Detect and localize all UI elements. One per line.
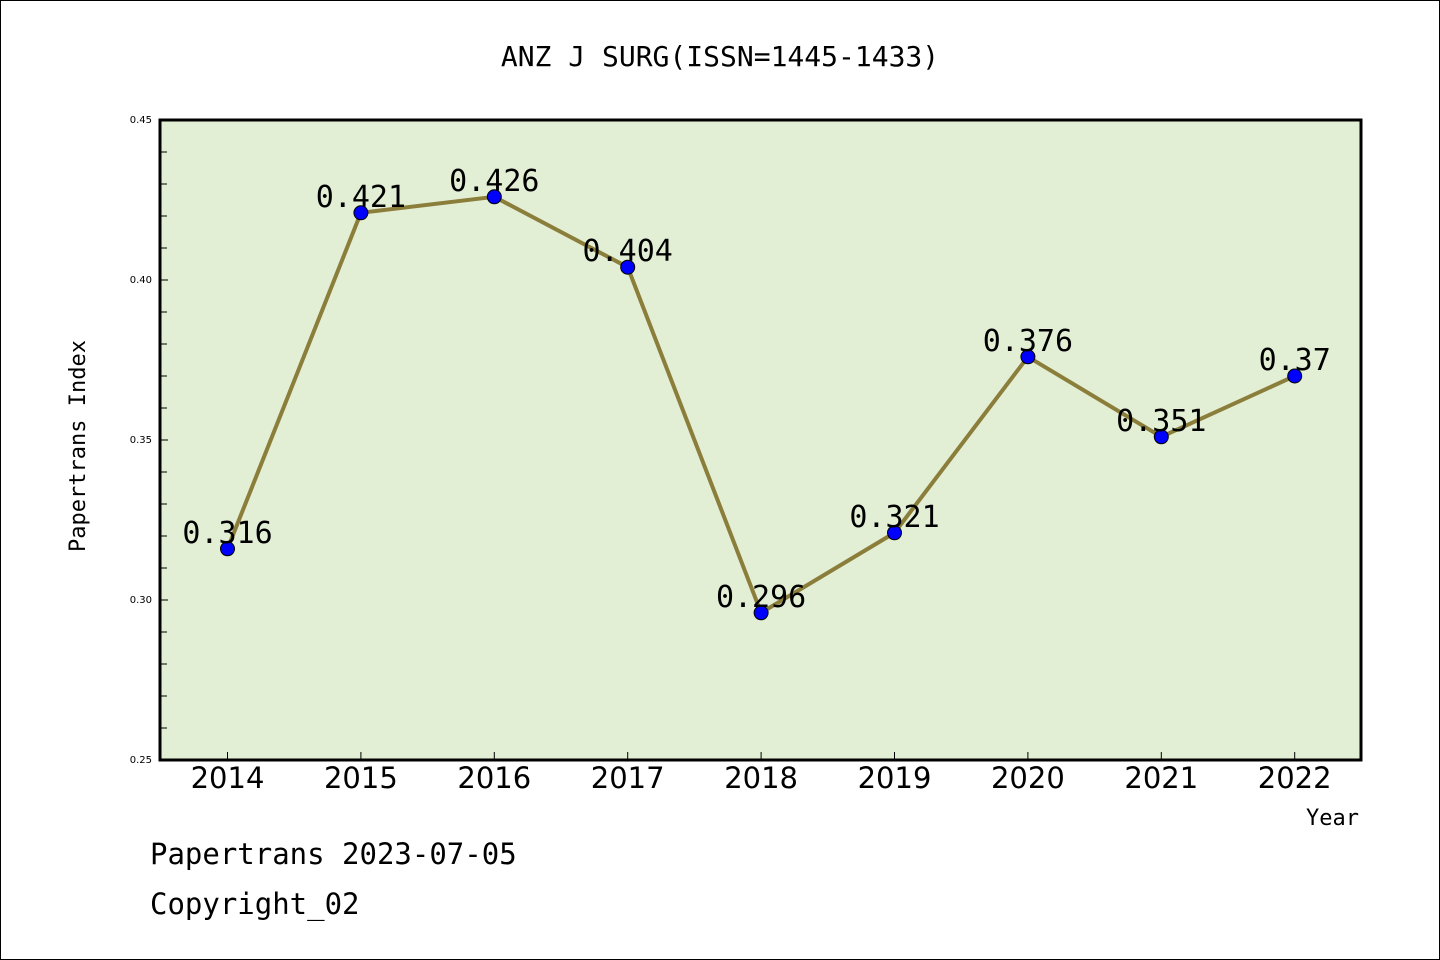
data-labels: 0.316 0.421 0.426 0.404 0.296 0.321 0.376 0.351…: [182, 164, 1330, 615]
data-label: 0.426: [449, 164, 539, 199]
y-tick-label: 0.30: [130, 595, 152, 606]
data-point: [220, 541, 235, 557]
footer-date: Papertrans 2023-07-05: [150, 837, 517, 871]
x-tick-label: 2014: [191, 761, 265, 795]
data-label: 0.351: [1116, 404, 1206, 439]
y-tick-label: 0.25: [130, 755, 152, 766]
data-label: 0.316: [182, 516, 272, 551]
data-point: [353, 205, 369, 221]
chart-title: ANZ J SURG(ISSN=1445-1433): [501, 40, 939, 73]
x-tick-label: 2021: [1124, 761, 1198, 795]
data-label: 0.296: [716, 580, 806, 615]
data-point: [1287, 368, 1303, 384]
y-axis-label: Papertrans Index: [66, 340, 91, 552]
data-point: [753, 605, 769, 621]
data-point: [620, 259, 636, 275]
x-tick-label: 2019: [858, 761, 932, 795]
x-tick-label: 2015: [324, 761, 398, 795]
data-label: 0.404: [583, 234, 673, 269]
x-axis-label: Year: [1306, 806, 1359, 831]
x-axis: 2014 2015 2016 2017 2018 2019 2020 2021 2022: [191, 752, 1332, 795]
data-point: [1153, 429, 1169, 445]
data-label: 0.37: [1259, 343, 1331, 378]
y-tick-label: 0.45: [130, 115, 152, 126]
x-tick-label: 2018: [724, 761, 798, 795]
y-axis: 0.25 0.30 0.35 0.40 0.45: [130, 115, 168, 766]
data-label: 0.376: [983, 324, 1073, 359]
data-point: [486, 189, 502, 205]
data-points: [220, 189, 1303, 621]
x-tick-label: 2022: [1258, 761, 1332, 795]
footer-copyright: Copyright_02: [150, 887, 360, 922]
plot-area: [158, 118, 1363, 762]
data-point: [1020, 349, 1036, 365]
x-tick-label: 2016: [457, 761, 531, 795]
data-point: [887, 525, 902, 541]
data-label: 0.321: [849, 500, 939, 535]
x-tick-label: 2020: [991, 761, 1065, 795]
x-tick-label: 2017: [591, 761, 665, 795]
y-tick-label: 0.35: [130, 435, 152, 446]
data-label: 0.421: [316, 180, 406, 215]
y-tick-label: 0.40: [130, 275, 152, 286]
